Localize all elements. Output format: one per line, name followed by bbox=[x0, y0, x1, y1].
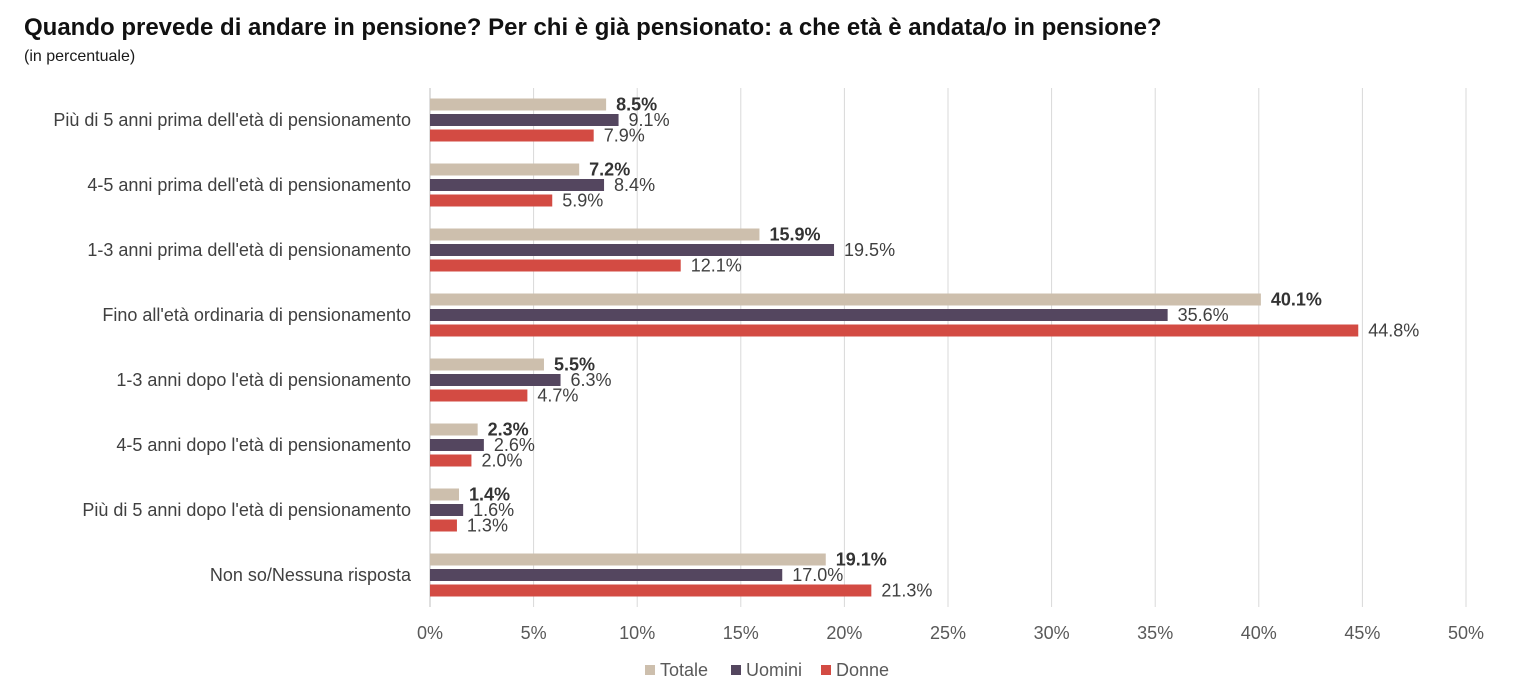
chart-subtitle: (in percentuale) bbox=[24, 48, 136, 65]
bar-totale bbox=[430, 228, 760, 241]
bars bbox=[430, 98, 1359, 597]
legend-swatch-donne bbox=[821, 665, 831, 675]
bar-uomini bbox=[430, 504, 464, 516]
data-label-uomini: 6.3% bbox=[571, 370, 612, 390]
category-labels: Più di 5 anni prima dell'età di pensiona… bbox=[53, 110, 412, 585]
x-tick-label: 0% bbox=[417, 623, 443, 643]
bar-donne bbox=[430, 129, 594, 142]
x-tick-label: 15% bbox=[723, 623, 759, 643]
category-label: 1-3 anni prima dell'età di pensionamento bbox=[87, 240, 411, 260]
bar-donne bbox=[430, 519, 457, 532]
data-label-donne: 5.9% bbox=[562, 191, 603, 211]
x-tick-label: 10% bbox=[619, 623, 655, 643]
data-label-uomini: 9.1% bbox=[629, 110, 670, 130]
legend-label-donne: Donne bbox=[836, 660, 889, 680]
x-tick-label: 35% bbox=[1137, 623, 1173, 643]
value-labels: 8.5%9.1%7.9% 7.2%8.4% 5.9% 15.9% 19.5% 12.1% 4… bbox=[467, 95, 1419, 601]
bar-uomini bbox=[430, 569, 783, 581]
bar-uomini bbox=[430, 374, 561, 386]
x-tick-label: 30% bbox=[1034, 623, 1070, 643]
x-axis-tick-labels: 0% 5% 10% 15% 20% 25% 30% 35% 40% 45% 50% bbox=[417, 623, 1484, 643]
data-label-uomini: 2.6% bbox=[494, 435, 535, 455]
bar-donne bbox=[430, 584, 872, 597]
data-label-totale: 40.1% bbox=[1271, 290, 1322, 310]
data-label-totale: 7.2% bbox=[589, 160, 630, 180]
data-label-donne: 44.8% bbox=[1368, 321, 1419, 341]
data-label-uomini: 19.5% bbox=[844, 240, 895, 260]
legend: Totale Uomini Donne bbox=[645, 660, 889, 680]
data-label-donne: 7.9% bbox=[604, 126, 645, 146]
category-label: Non so/Nessuna risposta bbox=[210, 565, 412, 585]
chart-title: Quando prevede di andare in pensione? Pe… bbox=[24, 14, 1162, 41]
data-label-totale: 19.1% bbox=[836, 550, 887, 570]
bar-uomini bbox=[430, 114, 619, 126]
x-tick-label: 5% bbox=[521, 623, 547, 643]
bar-totale bbox=[430, 488, 460, 501]
data-label-donne: 1.3% bbox=[467, 516, 508, 536]
data-label-uomini: 1.6% bbox=[473, 500, 514, 520]
bar-donne bbox=[430, 389, 528, 402]
bar-totale bbox=[430, 293, 1261, 306]
data-label-totale: 2.3% bbox=[488, 420, 529, 440]
bar-uomini bbox=[430, 244, 835, 256]
bar-donne bbox=[430, 324, 1359, 337]
legend-label-totale: Totale bbox=[660, 660, 708, 680]
bar-totale bbox=[430, 163, 580, 176]
grid-lines bbox=[429, 88, 1467, 607]
data-label-uomini: 35.6% bbox=[1178, 305, 1229, 325]
category-label: 4-5 anni dopo l'età di pensionamento bbox=[116, 435, 411, 455]
legend-swatch-totale bbox=[645, 665, 655, 675]
data-label-totale: 15.9% bbox=[769, 225, 820, 245]
x-tick-label: 40% bbox=[1241, 623, 1277, 643]
category-label: Più di 5 anni dopo l'età di pensionament… bbox=[82, 500, 411, 520]
bar-totale bbox=[430, 423, 478, 436]
data-label-donne: 12.1% bbox=[691, 256, 742, 276]
bar-uomini bbox=[430, 439, 484, 451]
bar-totale bbox=[430, 553, 826, 566]
data-label-uomini: 8.4% bbox=[614, 175, 655, 195]
x-tick-label: 20% bbox=[826, 623, 862, 643]
legend-swatch-uomini bbox=[731, 665, 741, 675]
bar-totale bbox=[430, 358, 544, 371]
data-label-donne: 21.3% bbox=[881, 581, 932, 601]
data-label-donne: 4.7% bbox=[537, 386, 578, 406]
x-tick-label: 25% bbox=[930, 623, 966, 643]
x-tick-label: 50% bbox=[1448, 623, 1484, 643]
data-label-donne: 2.0% bbox=[481, 451, 522, 471]
category-label: Più di 5 anni prima dell'età di pensiona… bbox=[53, 110, 411, 130]
x-tick-label: 45% bbox=[1344, 623, 1380, 643]
bar-uomini bbox=[430, 309, 1168, 321]
bar-uomini bbox=[430, 179, 605, 191]
bar-totale bbox=[430, 98, 607, 111]
data-label-totale: 8.5% bbox=[616, 95, 657, 115]
category-label: 4-5 anni prima dell'età di pensionamento bbox=[87, 175, 411, 195]
data-label-totale: 5.5% bbox=[554, 355, 595, 375]
data-label-uomini: 17.0% bbox=[792, 565, 843, 585]
bar-donne bbox=[430, 259, 681, 272]
category-label: Fino all'età ordinaria di pensionamento bbox=[102, 305, 411, 325]
category-label: 1-3 anni dopo l'età di pensionamento bbox=[116, 370, 411, 390]
data-label-totale: 1.4% bbox=[469, 485, 510, 505]
bar-donne bbox=[430, 454, 472, 467]
bar-donne bbox=[430, 194, 553, 207]
legend-label-uomini: Uomini bbox=[746, 660, 802, 680]
